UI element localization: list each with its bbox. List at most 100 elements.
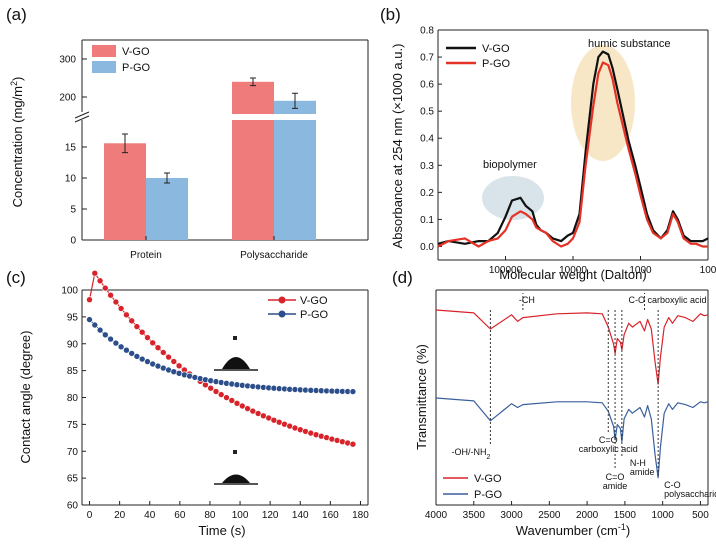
panel-a-bar-p-go — [146, 178, 188, 240]
panel-b-line-v-go — [437, 50, 709, 245]
panel-c-point-v-go — [96, 277, 104, 285]
panel-c-point-v-go — [117, 305, 125, 312]
panel-b-ytick-label: 0.4 — [420, 134, 434, 145]
panel-c-point-v-go — [239, 402, 246, 410]
panel-c-point-p-go — [102, 331, 109, 339]
panel-c-point-v-go — [170, 358, 178, 365]
legend-label-v-go: V-GO — [122, 46, 150, 58]
panel-c-ytick-label: 75 — [67, 420, 79, 431]
panel-c-point-v-go — [112, 298, 120, 306]
panel-c-point-p-go — [86, 316, 93, 323]
panel-c-xtick-label: 0 — [87, 510, 93, 521]
panel-c-point-p-go — [349, 388, 357, 395]
panel-d-annotation-sub: amide — [603, 481, 628, 491]
panel-b-ytick-label: 0.1 — [420, 215, 434, 226]
panel-c-point-v-go — [86, 296, 93, 304]
panel-c-label: (c) — [6, 268, 26, 287]
panel-c-ytick-label: 90 — [67, 339, 79, 350]
panel-b-xtick-label: 1000 — [629, 265, 652, 276]
panel-d-annotation: C=O — [599, 435, 618, 445]
panel-c-point-v-go — [154, 344, 162, 352]
panel-b-y-axis-label: Absorbance at 254 nm (×1000 a.u.) — [390, 44, 405, 249]
panel-c-ytick-label: 100 — [61, 286, 78, 297]
legend-label-v-go: V-GO — [474, 473, 502, 485]
panel-b-ytick-label: 0.0 — [420, 242, 434, 253]
panel-b-ytick-label: 0.2 — [420, 188, 434, 199]
panel-d-annotation: -OH/-NH2 — [451, 447, 490, 461]
panel-d-annotation-sub: carboxylic acid — [579, 444, 638, 454]
panel-c-ytick-label: 65 — [67, 474, 79, 485]
panel-a-y-axis-label: Concentration (mg/m2) — [9, 77, 25, 208]
panel-c-xtick-label: 160 — [322, 510, 339, 521]
panel-c-point-v-go — [233, 399, 241, 407]
panel-c-xtick-label: 100 — [232, 510, 249, 521]
panel-d-xtick-label: 500 — [692, 510, 709, 521]
panel-c-scatter-chart: (c) Contact angle (degree) Time (s) 60 65… — [6, 268, 369, 538]
panel-a-legend: V-GO P-GO — [92, 45, 151, 74]
panel-c-xtick-label: 40 — [144, 510, 156, 521]
panel-c-xtick-label: 60 — [174, 510, 186, 521]
panel-d-x-axis-label: Wavenumber (cm-1) — [516, 522, 630, 538]
panel-c-point-p-go — [202, 376, 209, 384]
panel-c-xtick-label: 140 — [292, 510, 309, 521]
panel-d-xtick-label: 3500 — [463, 510, 486, 521]
panel-c-point-v-go — [212, 388, 220, 395]
panel-d-label: (d) — [392, 268, 413, 287]
panel-d-xtick-label: 2000 — [576, 510, 599, 521]
panel-c-ytick-label: 80 — [67, 393, 79, 404]
panel-c-point-p-go — [91, 321, 99, 329]
panel-d-spectrum-v-go — [435, 309, 709, 385]
panel-c-point-v-go — [175, 362, 183, 370]
panel-c-point-p-go — [128, 350, 135, 357]
panel-a-ytick-label: 5 — [70, 205, 76, 216]
panel-c-point-p-go — [112, 339, 120, 347]
panel-b-legend: V-GO P-GO — [446, 43, 511, 70]
panel-d-annotation: -CH — [519, 295, 535, 305]
panel-c-xtick-label: 20 — [114, 510, 126, 521]
legend-swatch-v-go — [92, 45, 116, 57]
panel-a-bar-p-go-lower — [274, 120, 316, 240]
legend-marker-p-go — [278, 310, 286, 318]
panel-a-error-bar — [122, 133, 128, 154]
panel-c-y-axis-label: Contact angle (degree) — [18, 331, 33, 464]
panel-c-legend: V-GO P-GO — [268, 295, 329, 321]
panel-a-ytick-label: 200 — [59, 93, 76, 104]
panel-c-point-p-go — [207, 377, 214, 385]
panel-a-error-bar — [164, 172, 170, 184]
panel-c-point-v-go — [160, 349, 167, 356]
panel-d-annotation: N-H — [630, 458, 646, 468]
panel-c-ytick-label: 85 — [67, 366, 79, 377]
panel-d-annotation: C-O carboxylic acid — [629, 295, 707, 305]
legend-label-p-go: P-GO — [122, 62, 151, 74]
panel-a-ytick-label: 300 — [59, 55, 76, 66]
panel-c-point-v-go — [149, 339, 156, 347]
panel-b-line-p-go — [437, 61, 708, 248]
legend-swatch-p-go — [92, 61, 116, 73]
panel-d-xtick-label: 1500 — [614, 510, 637, 521]
panel-c-point-v-go — [228, 397, 236, 404]
panel-a-bar-chart: (a) Concentration (mg/m2) 0 5 10 15 200 300 P… — [6, 5, 369, 261]
legend-label-v-go: V-GO — [300, 295, 328, 307]
panel-b-xtick-label: 100000 — [489, 265, 523, 276]
panel-b-ytick-label: 0.3 — [420, 161, 434, 172]
panel-c-point-v-go — [249, 407, 257, 415]
panel-b-xtick-label: 100 — [700, 265, 716, 276]
panel-d-annotation-sub: polysaccharide — [664, 489, 716, 499]
panel-c-ytick-label: 70 — [67, 447, 79, 458]
panel-b-x-axis-label: Molecular weight (Dalton) — [499, 267, 646, 282]
annotation-humic-substance: humic substance — [588, 38, 671, 50]
panel-c-point-p-go — [138, 355, 146, 363]
panel-b-ytick-label: 0.6 — [420, 80, 434, 91]
panel-d-xtick-label: 4000 — [425, 510, 448, 521]
legend-label-p-go: P-GO — [482, 58, 511, 70]
panel-a-ytick-label: 15 — [65, 143, 77, 154]
panel-d-annotation: C=O — [606, 472, 625, 482]
legend-label-p-go: P-GO — [474, 489, 503, 501]
panel-c-xtick-label: 120 — [262, 510, 279, 521]
panel-b-xtick-label: 10000 — [559, 265, 587, 276]
panel-b-label: (b) — [380, 5, 401, 24]
panel-c-point-v-go — [128, 317, 135, 325]
panel-a-ytick-label: 0 — [70, 236, 76, 247]
panel-c-point-p-go — [133, 353, 141, 360]
panel-c-point-p-go — [107, 335, 114, 343]
